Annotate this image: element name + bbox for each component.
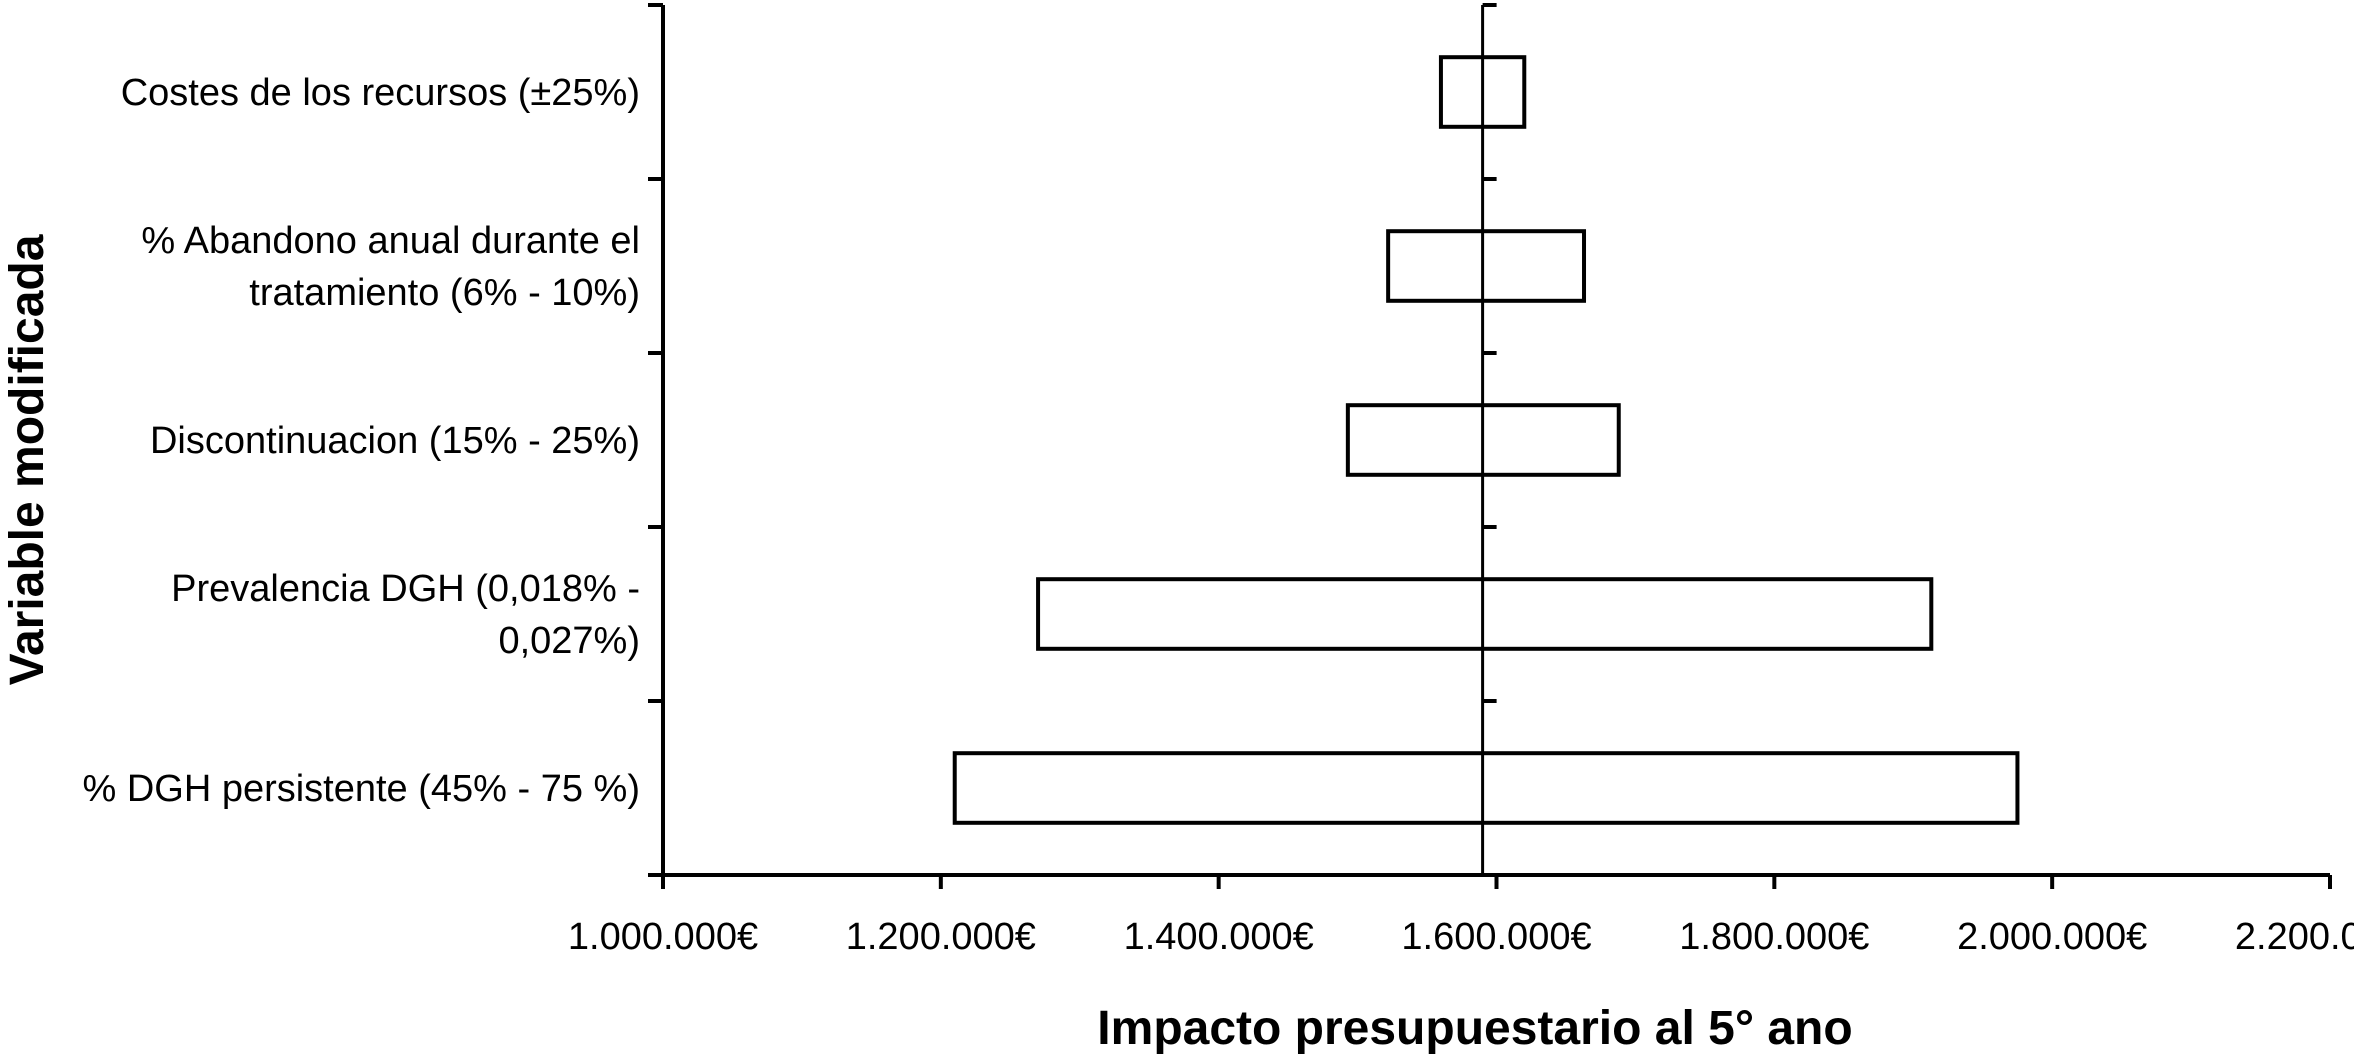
- x-tick-label: 1.600.000€: [1401, 916, 1591, 958]
- x-tick-labels-group: 1.000.000€ 1.200.000€ 1.400.000€ 1.600.000€…: [568, 916, 2354, 958]
- x-tick-label: 1.800.000€: [1679, 916, 1869, 958]
- category-label-line: Discontinuacion (15% - 25%): [150, 420, 640, 462]
- category-label: % DGH persistente (45% - 75 %): [82, 768, 640, 810]
- x-tick-label: 1.200.000€: [846, 916, 1036, 958]
- category-label-line: Prevalencia DGH (0,018% -: [171, 568, 640, 610]
- category-label-line: % Abandono anual durante el: [141, 220, 640, 262]
- category-label: Discontinuacion (15% - 25%): [150, 420, 640, 462]
- bars-group: [952, 55, 2020, 825]
- category-label: % Abandono anual durante el tratamiento (…: [141, 220, 640, 314]
- category-label-line: 0,027%): [498, 620, 640, 662]
- x-tick-label: 2.000.000€: [1957, 916, 2147, 958]
- tornado-bar: [1036, 577, 1934, 651]
- tornado-bar: [1386, 229, 1587, 303]
- category-label: Prevalencia DGH (0,018% - 0,027%): [171, 568, 640, 662]
- category-label: Costes de los recursos (±25%): [121, 72, 640, 114]
- category-label-line: tratamiento (6% - 10%): [249, 272, 640, 314]
- category-label-line: Costes de los recursos (±25%): [121, 72, 640, 114]
- y-axis-title: Variable modificada: [1, 234, 54, 685]
- x-tick-label: 1.400.000€: [1124, 916, 1314, 958]
- x-tick-label: 2.200.000€: [2235, 916, 2354, 958]
- x-axis-title: Impacto presupuestario al 5° ano: [1097, 1002, 1852, 1055]
- category-labels-group: Costes de los recursos (±25%) % Abandono …: [82, 72, 640, 810]
- axes-group: [648, 3, 2332, 889]
- tornado-bar: [952, 751, 2020, 825]
- base-line-group: [1481, 3, 1497, 875]
- x-tick-label: 1.000.000€: [568, 916, 758, 958]
- category-label-line: % DGH persistente (45% - 75 %): [82, 768, 640, 810]
